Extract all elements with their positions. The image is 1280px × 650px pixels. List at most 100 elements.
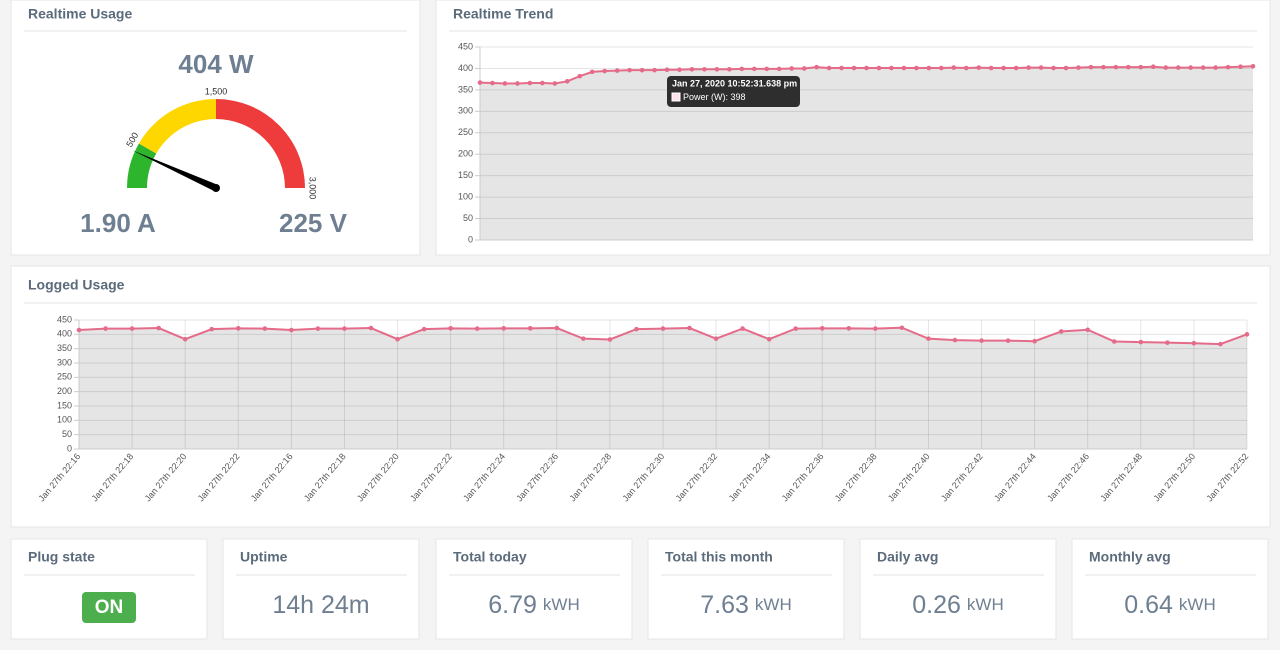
point <box>527 80 533 86</box>
point <box>182 336 188 342</box>
point <box>421 326 427 332</box>
current-reading: 1.90 A <box>80 208 156 238</box>
y-tick-label: 150 <box>57 400 72 410</box>
y-tick-label: 100 <box>458 191 473 201</box>
gauge-band <box>127 143 157 188</box>
card-title: Total this month <box>665 549 773 565</box>
card <box>10 538 208 640</box>
y-tick-label: 350 <box>458 84 473 94</box>
point <box>1113 64 1119 70</box>
point <box>1138 339 1144 345</box>
point <box>702 67 707 72</box>
y-tick-label: 200 <box>57 386 72 396</box>
point <box>368 325 374 331</box>
point <box>1138 64 1144 70</box>
y-tick-label: 200 <box>458 149 473 159</box>
y-tick-label: 150 <box>458 170 473 180</box>
point <box>1126 64 1131 70</box>
point <box>1085 327 1091 333</box>
panel <box>10 0 421 256</box>
y-tick-label: 450 <box>458 41 473 51</box>
tooltip-title: Jan 27, 2020 10:52:31.638 pm <box>672 78 797 88</box>
card-title: Total today <box>453 549 527 565</box>
point <box>554 325 560 331</box>
y-tick-label: 300 <box>57 357 72 367</box>
card-number: 0.64 <box>1124 591 1173 619</box>
point <box>1163 65 1169 70</box>
point <box>740 326 745 331</box>
gauge-tick-label: 1,500 <box>205 86 228 96</box>
point <box>988 65 994 71</box>
point <box>839 65 844 71</box>
card-unit: kWH <box>1179 595 1216 614</box>
y-tick-label: 50 <box>62 429 72 439</box>
point <box>315 326 321 331</box>
panel-title: Realtime Usage <box>28 6 132 22</box>
card <box>435 538 633 640</box>
point <box>1213 65 1218 70</box>
point <box>976 65 982 70</box>
tooltip-swatch <box>671 92 681 102</box>
point <box>490 80 495 86</box>
point <box>1038 65 1044 70</box>
point <box>1200 65 1206 70</box>
point <box>689 67 695 72</box>
point <box>602 68 607 74</box>
y-tick-label: 0 <box>67 443 72 453</box>
y-tick-label: 100 <box>57 415 72 425</box>
point <box>1238 64 1243 70</box>
point <box>552 81 558 86</box>
point <box>819 326 825 331</box>
point <box>677 67 682 73</box>
panel-title: Realtime Trend <box>453 6 553 22</box>
card-number: 6.79 <box>488 591 537 619</box>
point <box>477 80 483 85</box>
point <box>1191 340 1197 346</box>
point <box>1005 338 1011 343</box>
point <box>614 68 620 73</box>
point <box>926 336 931 341</box>
point <box>764 66 770 72</box>
tooltip: Jan 27, 2020 10:52:31.638 pm Power (W): 3… <box>667 76 800 107</box>
point <box>639 67 645 73</box>
card-value: 0.26 kWH <box>912 591 1004 619</box>
point <box>751 66 757 72</box>
status-badge <box>82 592 136 623</box>
point <box>527 326 533 331</box>
point <box>1218 341 1223 347</box>
y-tick-label: 250 <box>458 127 473 137</box>
point <box>739 66 745 72</box>
status-text: ON <box>95 597 124 618</box>
card <box>859 538 1057 640</box>
point <box>727 67 732 72</box>
point <box>851 65 857 71</box>
point <box>846 326 852 331</box>
y-tick-label: 350 <box>57 343 72 353</box>
point <box>793 326 799 331</box>
card-unit: kWH <box>543 595 580 614</box>
point <box>801 66 807 71</box>
point <box>209 326 215 332</box>
card-unit: kWH <box>755 595 792 614</box>
y-tick-label: 50 <box>463 213 473 223</box>
y-tick-label: 250 <box>57 372 72 382</box>
y-tick-label: 450 <box>57 314 72 324</box>
point <box>235 326 241 331</box>
point <box>814 64 819 70</box>
point <box>1101 64 1106 70</box>
point <box>502 81 508 86</box>
point <box>713 336 719 341</box>
point <box>1076 65 1081 70</box>
card-value: 7.63 kWH <box>700 591 792 619</box>
card <box>222 538 420 640</box>
point <box>1001 65 1006 71</box>
tooltip-box <box>667 76 800 107</box>
card-value: 14h 24m <box>272 591 369 619</box>
card-number: 7.63 <box>700 591 749 619</box>
point <box>607 337 613 342</box>
point <box>776 66 782 72</box>
point <box>589 69 595 75</box>
point <box>1150 64 1156 70</box>
point <box>914 65 919 71</box>
point <box>262 326 268 331</box>
